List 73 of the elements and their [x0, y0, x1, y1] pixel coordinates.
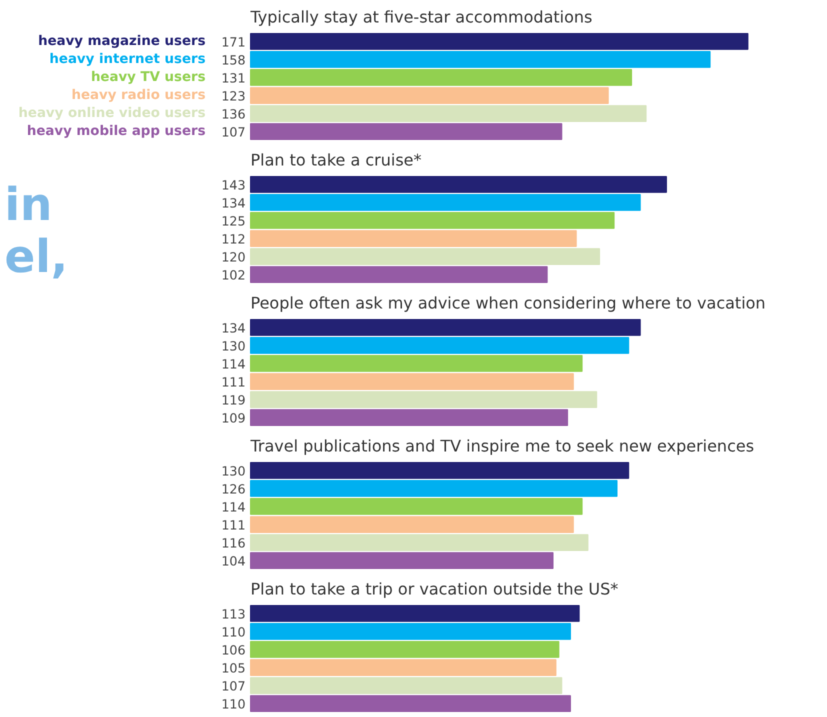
chart-title: Travel publications and TV inspire me to seek new experiences: [250, 436, 754, 456]
bar: [250, 695, 571, 712]
text: heavy mobile app users: [26, 124, 206, 140]
data-label: 111: [221, 374, 246, 390]
data-label: 104: [221, 554, 246, 569]
text: heavy TV users: [90, 70, 206, 85]
data-label: 111: [221, 518, 246, 533]
data-label: 105: [221, 660, 246, 676]
bar: [250, 318, 641, 336]
bar: [250, 498, 583, 515]
bar: [250, 534, 588, 551]
data-label: 125: [221, 213, 246, 228]
bar: [250, 230, 577, 247]
bar: [250, 123, 562, 140]
data-label: 110: [221, 624, 246, 640]
data-label: 119: [221, 392, 246, 408]
data-label: 134: [221, 195, 246, 210]
bar: [250, 623, 571, 640]
data-label: 110: [221, 696, 246, 712]
bar: [250, 176, 667, 193]
text: in: [4, 178, 52, 231]
bar: [250, 32, 748, 50]
bar: [250, 248, 600, 265]
data-label: 106: [221, 642, 246, 658]
bar: [250, 604, 580, 622]
text: heavy internet users: [49, 52, 206, 67]
bar: [250, 677, 562, 694]
chart-title: People often ask my advice when considering where to vacation: [250, 294, 766, 312]
data-label: 113: [221, 606, 246, 622]
data-label: 102: [221, 268, 246, 283]
bar: [250, 641, 560, 658]
data-label: 123: [221, 88, 246, 104]
bar: [250, 105, 647, 122]
chart-title: Typically stay at five-star accommodations: [250, 8, 592, 26]
chart-title: Plan to take a trip or vacation outside the US*: [250, 580, 618, 598]
data-label: 126: [221, 481, 246, 496]
bar: [250, 516, 574, 533]
text: heavy online video users: [18, 106, 206, 122]
bar: [250, 480, 618, 497]
data-label: 109: [221, 410, 246, 426]
data-label: 158: [221, 52, 246, 68]
bar: [250, 266, 548, 284]
bar: [250, 409, 568, 426]
bar: [250, 355, 583, 372]
bar: [250, 51, 711, 68]
bar: [250, 69, 632, 86]
data-label: 114: [221, 356, 246, 372]
data-label: 114: [221, 499, 246, 514]
bar: [250, 373, 574, 390]
text: el,: [4, 230, 68, 284]
bar: [250, 194, 641, 211]
bar: [250, 212, 615, 229]
bar: [250, 337, 630, 354]
bar: [250, 87, 609, 104]
data-label: 136: [221, 106, 246, 122]
bar: [250, 659, 556, 676]
bar: [250, 552, 554, 570]
data-label: 112: [221, 232, 246, 247]
data-label: 116: [221, 536, 246, 551]
data-label: 107: [221, 678, 246, 694]
text: heavy radio users: [72, 88, 206, 104]
data-label: 131: [221, 70, 246, 86]
data-label: 130: [221, 463, 246, 478]
data-label: 171: [221, 34, 246, 50]
data-label: 107: [221, 124, 246, 140]
bar: [250, 391, 598, 408]
data-label: 143: [221, 177, 246, 192]
text: heavy magazine users: [38, 34, 206, 49]
chart-title: Plan to take a cruise*: [250, 150, 422, 170]
bar: [250, 462, 630, 479]
data-label: 120: [221, 250, 246, 265]
data-label: 130: [221, 338, 246, 354]
data-label: 134: [221, 320, 246, 336]
